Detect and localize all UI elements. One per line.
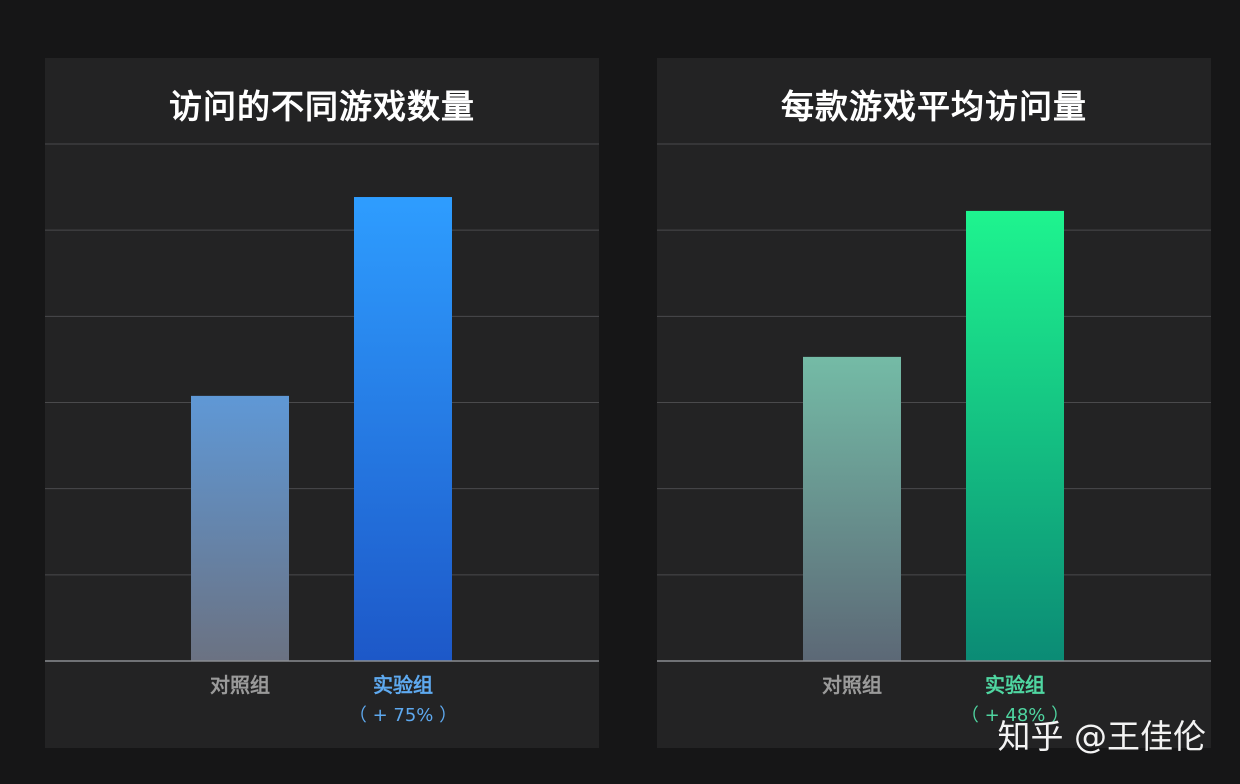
watermark-text: 知乎 @王佳伦: [997, 717, 1207, 756]
x-tick-label: 对照组: [822, 673, 882, 697]
chart-panel-avg-visits: 每款游戏平均访问量 对照组 实验组 （ + 48% ）: [657, 58, 1211, 748]
data-annotation: （ + 48% ）: [961, 705, 1069, 726]
data-annotation: （ + 75% ）: [349, 705, 457, 726]
x-tick-label: 对照组: [210, 673, 270, 697]
bar-control: [803, 356, 901, 661]
chart-title: 每款游戏平均访问量: [781, 87, 1087, 126]
bar-chart-avg-visits: 对照组 实验组 （ + 48% ）: [657, 143, 1211, 726]
bar-experiment: [354, 197, 452, 661]
bar-control: [191, 395, 289, 661]
bar-experiment: [966, 210, 1064, 661]
chart-title: 访问的不同游戏数量: [169, 87, 475, 126]
bar-chart-distinct-games: 对照组 实验组 （ + 75% ）: [45, 143, 599, 726]
x-tick-label: 实验组: [373, 673, 433, 697]
x-tick-label: 实验组: [985, 673, 1045, 697]
chart-panel-distinct-games: 访问的不同游戏数量 对照组 实验组 （ + 75% ）: [45, 58, 599, 748]
